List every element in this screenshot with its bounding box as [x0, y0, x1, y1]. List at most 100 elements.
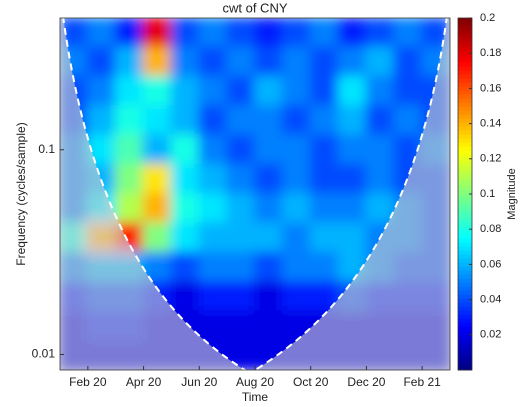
colorbar-swatch [458, 154, 472, 159]
colorbar-swatch [458, 358, 472, 363]
colorbar-swatch [458, 114, 472, 119]
colorbar-swatch [458, 266, 472, 271]
heatmap-cell [309, 222, 340, 254]
heatmap-cell [142, 18, 173, 49]
heatmap-cell [254, 134, 284, 166]
colorbar-swatch [458, 258, 472, 263]
heatmap-cell [170, 163, 201, 195]
heatmap-cell [337, 134, 368, 166]
colorbar-swatch [458, 50, 472, 55]
colorbar-swatch [458, 314, 472, 319]
heatmap-cell [365, 18, 396, 49]
colorbar-swatch [458, 142, 472, 147]
colorbar-tick-label: 0.02 [480, 329, 501, 341]
heatmap-cell [309, 251, 340, 283]
colorbar-swatch [458, 150, 472, 155]
colorbar-tick-label: 0.06 [480, 258, 501, 270]
colorbar-swatch [458, 126, 472, 131]
heatmap-cell [226, 310, 256, 342]
colorbar-swatch [458, 194, 472, 199]
colorbar-swatch [458, 222, 472, 227]
heatmap-cell [281, 193, 312, 225]
heatmap-cell [170, 193, 201, 225]
colorbar-swatch [458, 110, 472, 115]
heatmap-cell [142, 105, 173, 137]
colorbar-tick-label: 0.16 [480, 82, 501, 94]
colorbar-swatch [458, 170, 472, 175]
colorbar-swatch [458, 158, 472, 163]
colorbar-swatch [458, 290, 472, 295]
colorbar-swatch [458, 242, 472, 247]
heatmap-cell [86, 75, 117, 107]
colorbar-swatch [458, 90, 472, 95]
y-tick-label: 0.01 [32, 347, 56, 361]
heatmap-cell [142, 193, 173, 225]
colorbar-swatch [458, 230, 472, 235]
colorbar-swatch [458, 302, 472, 307]
heatmap-cell [114, 105, 145, 137]
colorbar-swatch [458, 162, 472, 167]
heatmap-cell [170, 75, 201, 107]
heatmap-cell [309, 105, 340, 137]
heatmap-cell [337, 75, 368, 107]
heatmap-cell [393, 18, 424, 49]
heatmap-cell [365, 163, 396, 195]
heatmap-cell [198, 105, 229, 137]
colorbar-swatch [458, 282, 472, 287]
heatmap-cell [226, 193, 256, 225]
colorbar-swatch [458, 62, 472, 67]
heatmap-cell [281, 75, 312, 107]
colorbar-swatch [458, 278, 472, 283]
colorbar-swatch [458, 286, 472, 291]
heatmap-cell [226, 75, 256, 107]
heatmap-cell [170, 251, 201, 283]
colorbar-swatch [458, 346, 472, 351]
heatmap-cell [281, 18, 312, 49]
heatmap-cell [254, 193, 284, 225]
heatmap-cell [254, 310, 284, 342]
colorbar-swatch [458, 306, 472, 311]
heatmap-cell [86, 18, 117, 49]
colorbar-swatch [458, 326, 472, 331]
colorbar-swatch [458, 94, 472, 99]
colorbar-swatch [458, 122, 472, 127]
heatmap-cell [281, 134, 312, 166]
colorbar-swatch [458, 42, 472, 47]
colorbar-swatch [458, 34, 472, 39]
colorbar-swatch [458, 86, 472, 91]
x-tick-label: Jun 20 [181, 375, 217, 389]
colorbar-swatch [458, 82, 472, 87]
colorbar-swatch [458, 218, 472, 223]
colorbar-swatch [458, 26, 472, 31]
colorbar-swatch [458, 270, 472, 275]
heatmap-cell [170, 134, 201, 166]
heatmap-cell [254, 18, 284, 49]
heatmap-cell [170, 46, 201, 78]
colorbar-swatch [458, 366, 472, 371]
colorbar-swatch [458, 274, 472, 279]
heatmap-cell [393, 105, 424, 137]
colorbar-swatch [458, 250, 472, 255]
heatmap-cell [198, 18, 229, 49]
colorbar-swatch [458, 234, 472, 239]
coi-shade-right [255, 18, 450, 370]
heatmap-cell [309, 163, 340, 195]
y-axis-label: Frequency (cycles/sample) [14, 122, 28, 265]
x-tick-label: Dec 20 [347, 375, 385, 389]
colorbar [458, 18, 472, 371]
heatmap-cell [254, 75, 284, 107]
colorbar-swatch [458, 174, 472, 179]
heatmap-cell [170, 281, 201, 313]
colorbar-swatch [458, 294, 472, 299]
heatmap-cell [309, 134, 340, 166]
heatmap-cell [393, 46, 424, 78]
colorbar-swatch [458, 214, 472, 219]
heatmap-cell [281, 46, 312, 78]
heatmap-cell [365, 75, 396, 107]
colorbar-swatch [458, 350, 472, 355]
heatmap-cell [226, 46, 256, 78]
colorbar-swatch [458, 338, 472, 343]
colorbar-swatch [458, 362, 472, 367]
